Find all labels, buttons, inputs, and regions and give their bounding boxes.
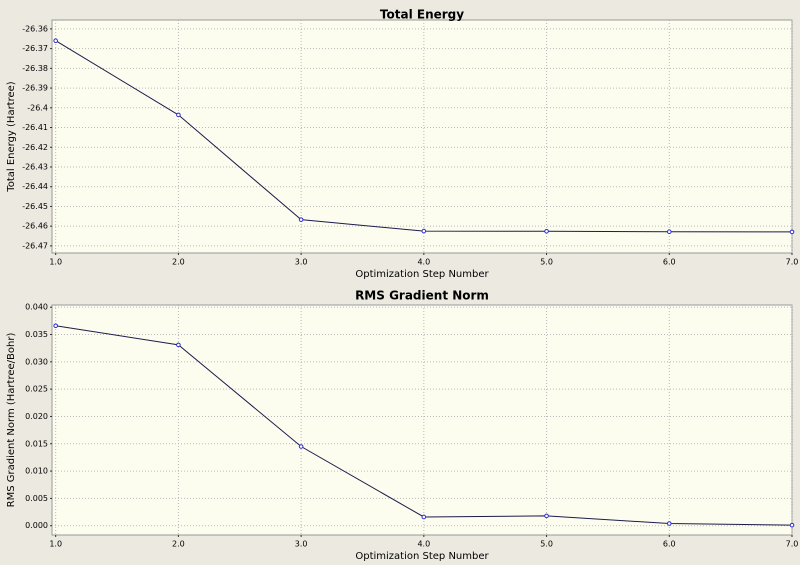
y-tick-label: 0.040: [25, 303, 48, 312]
y-axis-label: Total Energy (Hartree): [6, 81, 17, 192]
y-tick-label: 0.010: [25, 467, 48, 476]
y-tick-label: 0.015: [25, 439, 48, 448]
data-point: [298, 217, 304, 222]
y-axis-label: RMS Gradient Norm (Hartree/Bohr): [6, 333, 17, 508]
x-tick-label: 7.0: [786, 540, 799, 549]
data-point: [789, 522, 795, 528]
data-point: [544, 228, 549, 234]
y-tick-label: -26.36: [22, 24, 48, 33]
x-tick-label: 2.0: [172, 258, 185, 267]
y-tick-label: 0.000: [25, 521, 48, 530]
x-tick-label: 3.0: [295, 540, 308, 549]
x-tick-label: 1.0: [49, 540, 62, 549]
y-tick-label: 0.005: [25, 494, 48, 503]
data-point: [789, 229, 795, 235]
y-tick-label: -26.43: [22, 162, 48, 171]
y-tick-label: 0.025: [25, 385, 48, 394]
y-tick-label: -26.4: [27, 103, 48, 112]
x-tick-label: 1.0: [49, 258, 62, 267]
x-tick-label: 5.0: [540, 540, 553, 549]
y-tick-label: -26.37: [22, 44, 48, 53]
data-point: [176, 342, 181, 348]
x-tick-label: 4.0: [417, 540, 430, 549]
x-tick-label: 2.0: [172, 540, 185, 549]
y-tick-label: 0.020: [25, 412, 48, 421]
chart-title: RMS Gradient Norm: [355, 289, 489, 303]
data-point: [666, 229, 672, 234]
data-point: [298, 444, 304, 449]
data-point: [176, 112, 181, 118]
plot-area: [51, 19, 793, 254]
data-point: [53, 38, 58, 44]
x-axis-label: Optimization Step Number: [355, 269, 489, 280]
y-tick-label: -26.41: [22, 123, 48, 132]
x-tick-label: 3.0: [295, 258, 308, 267]
y-tick-label: -26.44: [22, 182, 48, 191]
y-tick-label: -26.47: [22, 241, 48, 250]
x-axis-label: Optimization Step Number: [355, 551, 489, 562]
data-point: [544, 513, 549, 519]
x-tick-label: 4.0: [417, 258, 430, 267]
x-tick-label: 6.0: [663, 540, 676, 549]
y-tick-label: -26.46: [22, 222, 48, 231]
data-point: [666, 521, 672, 526]
x-tick-label: 7.0: [786, 258, 799, 267]
y-tick-label: 0.035: [25, 330, 48, 339]
data-point: [421, 228, 427, 234]
data-point: [421, 514, 427, 520]
plot-area: [51, 304, 793, 536]
x-tick-label: 5.0: [540, 258, 553, 267]
y-tick-label: -26.38: [22, 64, 48, 73]
data-point: [53, 323, 58, 329]
y-tick-label: -26.42: [22, 143, 48, 152]
x-tick-label: 6.0: [663, 258, 676, 267]
chart-title: Total Energy: [380, 8, 464, 22]
y-tick-label: -26.39: [22, 84, 48, 93]
y-tick-label: 0.030: [25, 357, 48, 366]
y-tick-label: -26.45: [22, 202, 48, 211]
